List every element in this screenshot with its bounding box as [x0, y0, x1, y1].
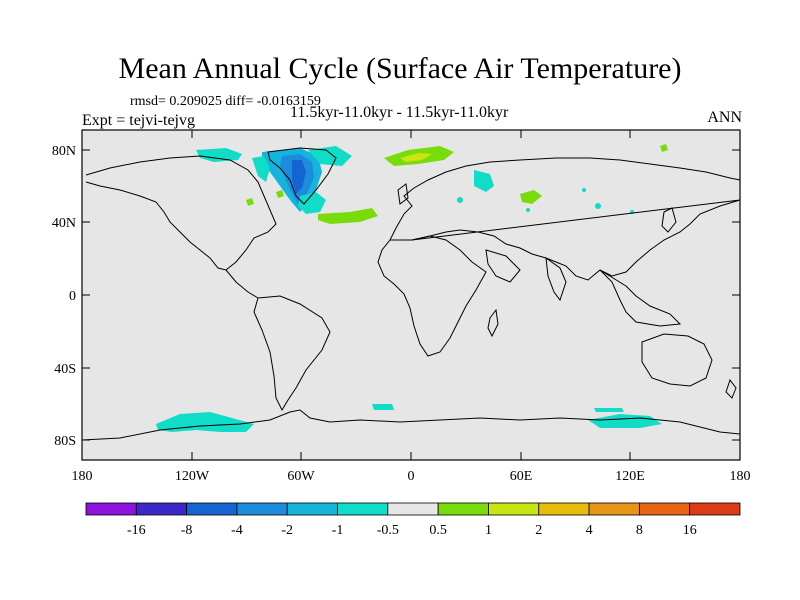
anomaly-patch-canada-warm-2 — [276, 190, 284, 198]
anomaly-patch-east-antarctica — [588, 414, 662, 428]
lon-label: 120W — [175, 469, 210, 484]
coastline-africa — [377, 235, 487, 357]
lon-label: 120E — [615, 469, 645, 484]
colorbar-swatch — [186, 502, 238, 516]
colorbar-label: 1 — [485, 523, 492, 538]
coastline-antarctica — [81, 409, 741, 441]
anomaly-patch-canada-warm — [246, 198, 254, 206]
lat-label: 40S — [54, 362, 76, 377]
colorbar-swatch — [337, 502, 389, 516]
anomaly-patch-north-atlantic — [298, 192, 326, 214]
lon-labels: 180 120W 60W 0 60E 120E 180 — [72, 469, 751, 484]
anomaly-dot — [582, 188, 586, 192]
anomaly-dot — [457, 197, 463, 203]
lat-labels: 80N 40N 0 40S 80S — [52, 144, 76, 449]
colorbar-label: -4 — [231, 523, 243, 538]
coastline-india — [545, 256, 567, 302]
colorbar-swatch — [387, 502, 439, 516]
anomaly-patch-arctic-west — [196, 148, 242, 162]
anomaly-patch-barents-warm-core — [400, 153, 432, 162]
colorbar-swatch — [437, 502, 489, 516]
colorbar: -16 -8 -4 -2 -1 -0.5 0.5 1 2 4 8 16 — [85, 502, 741, 538]
map-background — [82, 130, 740, 460]
coastline-south-america — [253, 295, 331, 412]
colorbar-swatch — [135, 502, 188, 516]
coastline-north-america — [85, 155, 277, 271]
subtitle: 11.5kyr-11.0kyr - 11.5kyr-11.0kyr — [290, 104, 509, 121]
colorbar-swatch — [488, 502, 540, 516]
colorbar-swatch — [689, 502, 741, 516]
lon-label: 60W — [287, 469, 315, 484]
colorbar-swatch — [286, 502, 338, 516]
anomaly-patch-atlantic-warm — [318, 208, 378, 224]
coastline-europe-asia — [389, 157, 741, 281]
lat-label: 40N — [52, 216, 76, 231]
lat-label: 80N — [52, 144, 76, 159]
lat-label: 0 — [69, 289, 76, 304]
colorbar-label: -8 — [181, 523, 193, 538]
colorbar-label: 4 — [586, 523, 593, 538]
coastline-southeast-asia — [599, 269, 682, 327]
season-label: ANN — [707, 109, 742, 126]
colorbar-swatch — [236, 502, 288, 516]
colorbar-label: 0.5 — [429, 523, 447, 538]
anomaly-dot — [526, 208, 530, 212]
lon-label: 180 — [72, 469, 93, 484]
coastline-madagascar — [487, 308, 499, 338]
colorbar-swatch — [588, 502, 640, 516]
colorbar-label: -0.5 — [377, 523, 399, 538]
coastline-greenland — [267, 147, 337, 205]
colorbar-label: -16 — [127, 523, 146, 538]
anomaly-patch-ross-sea — [156, 412, 254, 432]
experiment-label: Expt = tejvi-tejvg — [82, 112, 195, 129]
coastlines — [81, 147, 741, 441]
colorbar-label: -2 — [281, 523, 293, 538]
anomaly-patch-arctic-east — [308, 146, 352, 166]
anomaly-patch-east-antarctica-2 — [594, 408, 624, 412]
anomaly-patches — [156, 144, 668, 432]
lon-label: 180 — [730, 469, 751, 484]
anomaly-patch-scandinavia — [474, 170, 494, 192]
lon-label: 60E — [510, 469, 533, 484]
coastline-new-zealand — [725, 378, 737, 399]
chart-title: Mean Annual Cycle (Surface Air Temperatu… — [118, 52, 682, 85]
coastline-arabia — [485, 249, 521, 283]
coastline-australia — [641, 333, 713, 387]
anomaly-patch-greenland-core — [292, 160, 306, 194]
colorbar-label: 2 — [535, 523, 542, 538]
lat-label: 80S — [54, 434, 76, 449]
stats-line: rmsd= 0.209025 diff= -0.0163159 — [130, 94, 321, 109]
colorbar-label: 16 — [683, 523, 697, 538]
coastline-japan — [661, 207, 677, 233]
anomaly-patch-greenland-edge — [252, 156, 270, 182]
coastline-central-america — [225, 269, 259, 299]
anomaly-patch-weddell-small — [372, 404, 394, 410]
colorbar-swatch — [538, 502, 590, 516]
axis-ticks — [82, 130, 740, 460]
coastline-uk — [397, 183, 409, 205]
lon-label: 0 — [408, 469, 415, 484]
anomaly-patch-arctic-warm-small — [660, 144, 668, 152]
colorbar-label: -1 — [332, 523, 344, 538]
anomaly-dot — [595, 203, 601, 209]
colorbar-swatch — [85, 502, 137, 516]
colorbar-label: 8 — [636, 523, 643, 538]
anomaly-patch-siberia-warm — [520, 190, 542, 204]
colorbar-swatch — [638, 502, 691, 516]
